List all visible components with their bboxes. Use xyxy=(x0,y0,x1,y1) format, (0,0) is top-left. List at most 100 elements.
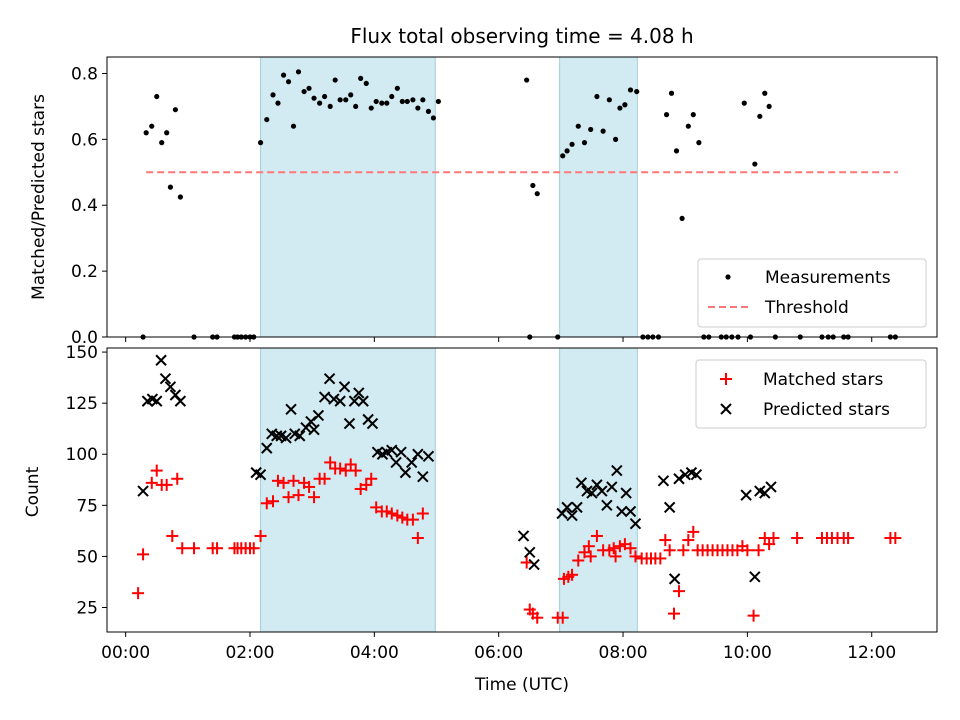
predicted-point-b xyxy=(159,372,172,385)
predicted-point xyxy=(575,477,588,489)
predicted-point xyxy=(517,530,530,542)
y-tick-label: 50 xyxy=(76,547,98,567)
predicted-point-b xyxy=(606,481,618,493)
measurement-point xyxy=(690,112,696,118)
measurement-point xyxy=(327,103,333,110)
predicted-point-b xyxy=(668,573,681,585)
measurement-point xyxy=(752,161,758,167)
predicted-point-b xyxy=(624,505,637,518)
top-panel: 0.00.20.40.60.8 Matched/Predicted stars … xyxy=(29,56,938,348)
measurement-point xyxy=(177,194,183,200)
predicted-point-b xyxy=(254,468,267,481)
y-tick-label: 0.8 xyxy=(71,64,98,84)
predicted-point xyxy=(366,417,379,430)
predicted-point-b xyxy=(343,417,356,430)
predicted-point-b xyxy=(386,444,398,456)
matched-point xyxy=(292,489,305,502)
predicted-point xyxy=(586,487,598,499)
predicted-point xyxy=(254,468,267,481)
y-tick-label: 25 xyxy=(76,598,98,618)
measurement-point xyxy=(606,97,612,103)
predicted-point xyxy=(668,573,681,585)
x-axis-label: Time (UTC) xyxy=(474,675,569,695)
predicted-point-b xyxy=(596,485,608,497)
predicted-point-b xyxy=(591,479,603,491)
shaded-region xyxy=(559,56,638,338)
matched-point xyxy=(150,464,163,477)
predicted-point-b xyxy=(266,428,278,440)
matched-point xyxy=(572,554,585,567)
y-tick-label: 75 xyxy=(76,496,98,516)
x-tick-label: 12:00 xyxy=(847,643,896,663)
predicted-point xyxy=(679,468,691,481)
measurement-point xyxy=(368,105,374,111)
measurement-point xyxy=(143,130,149,136)
predicted-point-b xyxy=(348,395,361,407)
predicted-point-b xyxy=(285,403,297,416)
predicted-point xyxy=(690,468,703,481)
measurement-point xyxy=(358,75,364,82)
top-axes-frame xyxy=(106,56,938,338)
x-tick-label: 06:00 xyxy=(474,643,523,663)
top-y-axis-label: Matched/Predicted stars xyxy=(29,94,49,300)
predicted-point-b xyxy=(250,466,262,479)
measurement-point xyxy=(295,69,302,75)
matched-point xyxy=(520,556,533,569)
matched-point xyxy=(365,472,378,485)
matched-point xyxy=(145,476,158,489)
matched-point xyxy=(360,478,373,491)
predicted-point xyxy=(395,446,407,458)
y-tick-label: 150 xyxy=(66,343,98,363)
predicted-point-b xyxy=(679,468,691,481)
measurement-point xyxy=(149,123,155,129)
matched-point xyxy=(556,611,569,624)
measurement-point xyxy=(379,100,385,106)
measurement-point xyxy=(564,148,570,154)
measurement-point xyxy=(634,88,640,95)
matched-point xyxy=(160,478,173,491)
matched-point xyxy=(254,529,267,542)
predicted-point-b xyxy=(749,571,761,583)
measurement-point xyxy=(588,126,594,133)
predicted-point-b xyxy=(616,505,628,518)
measurement-point xyxy=(524,77,530,83)
predicted-point xyxy=(620,487,632,499)
measurement-point xyxy=(410,97,416,103)
predicted-point-b xyxy=(395,446,407,458)
predicted-point-b xyxy=(528,558,540,571)
measurement-point xyxy=(270,92,276,98)
predicted-point-b xyxy=(571,501,583,514)
predicted-point xyxy=(399,466,412,479)
measurement-point xyxy=(154,93,160,100)
predicted-point-b xyxy=(629,518,642,530)
predicted-point xyxy=(749,571,761,583)
legend-predicted-marker xyxy=(720,403,732,415)
predicted-point-b xyxy=(353,387,365,399)
top-legend: Measurements Threshold xyxy=(697,258,927,328)
predicted-point-b xyxy=(517,530,530,542)
predicted-point xyxy=(318,391,331,403)
measurement-point xyxy=(306,85,312,91)
predicted-point xyxy=(357,395,369,407)
legend-matched-label: Matched stars xyxy=(763,370,883,390)
matched-point xyxy=(303,480,316,493)
matched-point xyxy=(176,542,189,555)
matched-point xyxy=(677,544,690,557)
predicted-point-b xyxy=(275,430,287,442)
predicted-point-b xyxy=(399,466,412,479)
matched-point xyxy=(137,548,150,561)
predicted-point-b xyxy=(338,381,351,393)
measurement-point xyxy=(696,140,702,146)
predicted-point xyxy=(155,354,167,366)
predicted-point-b xyxy=(137,485,149,497)
predicted-point xyxy=(561,501,573,514)
predicted-point xyxy=(353,387,365,399)
matched-point xyxy=(267,495,279,508)
matched-point xyxy=(247,542,260,555)
top-x-axis-ticks xyxy=(125,337,873,342)
predicted-point xyxy=(343,417,356,430)
predicted-point-b xyxy=(151,395,163,407)
predicted-point xyxy=(308,424,320,436)
measurement-point xyxy=(757,113,763,119)
